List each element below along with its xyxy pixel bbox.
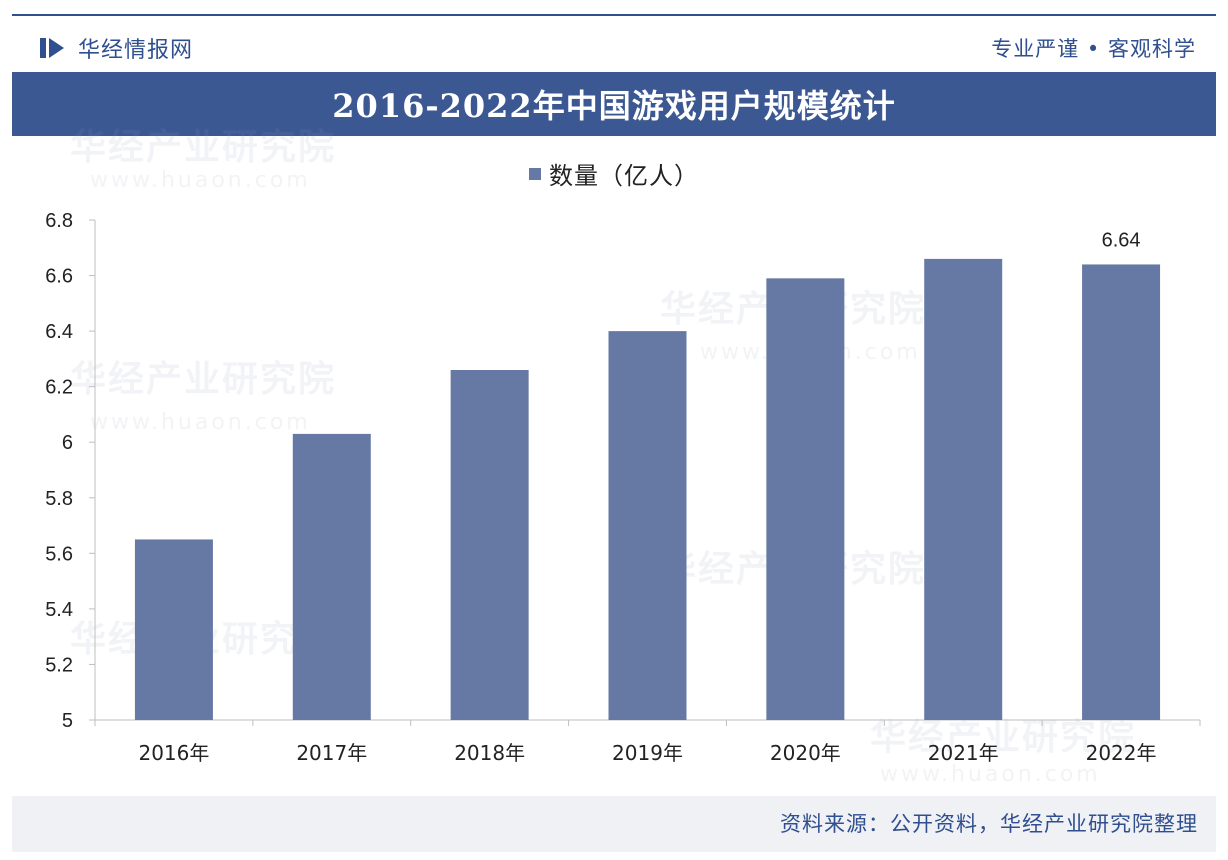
y-tick-label: 5.2	[45, 654, 73, 676]
bar-2016年	[134, 539, 213, 720]
bar-2020年	[766, 278, 845, 720]
bar-2017年	[292, 433, 371, 720]
x-tick-label: 2021年	[928, 741, 999, 765]
x-tick-label: 2018年	[454, 741, 525, 765]
legend-swatch	[529, 167, 541, 180]
header-rule	[12, 14, 1216, 16]
data-label: 6.64	[1102, 229, 1141, 251]
y-tick-label: 6.8	[45, 210, 73, 232]
legend-label: 数量（亿人）	[549, 162, 699, 190]
footer-band	[12, 796, 1216, 852]
x-tick-label: 2022年	[1086, 741, 1157, 765]
y-tick-label: 5.6	[45, 543, 73, 565]
y-tick-label: 5.4	[45, 599, 73, 621]
y-tick-label: 6.6	[45, 266, 73, 288]
brand-logo-icon	[40, 38, 64, 58]
slogan: 专业严谨 • 客观科学	[991, 37, 1196, 61]
title-band: 2016-2022年中国游戏用户规模统计	[12, 72, 1216, 136]
x-tick-label: 2017年	[296, 741, 367, 765]
legend: 数量（亿人）	[0, 156, 1228, 191]
y-tick-label: 5.8	[45, 488, 73, 510]
bar-2021年	[924, 258, 1003, 720]
bar-2022年	[1082, 264, 1161, 720]
chart-title: 2016-2022年中国游戏用户规模统计	[332, 87, 896, 125]
y-tick-label: 5	[62, 710, 73, 732]
x-tick-label: 2016年	[138, 741, 209, 765]
x-tick-label: 2019年	[612, 741, 683, 765]
bar-2019年	[608, 331, 687, 720]
y-tick-label: 6.4	[45, 321, 73, 343]
bar-2018年	[450, 370, 529, 720]
source-note: 资料来源：公开资料，华经产业研究院整理	[780, 812, 1198, 836]
y-tick-label: 6	[62, 432, 73, 454]
x-tick-label: 2020年	[770, 741, 841, 765]
brand-name: 华经情报网	[78, 38, 194, 63]
y-tick-label: 6.2	[45, 377, 73, 399]
brand: 华经情报网	[38, 30, 193, 66]
